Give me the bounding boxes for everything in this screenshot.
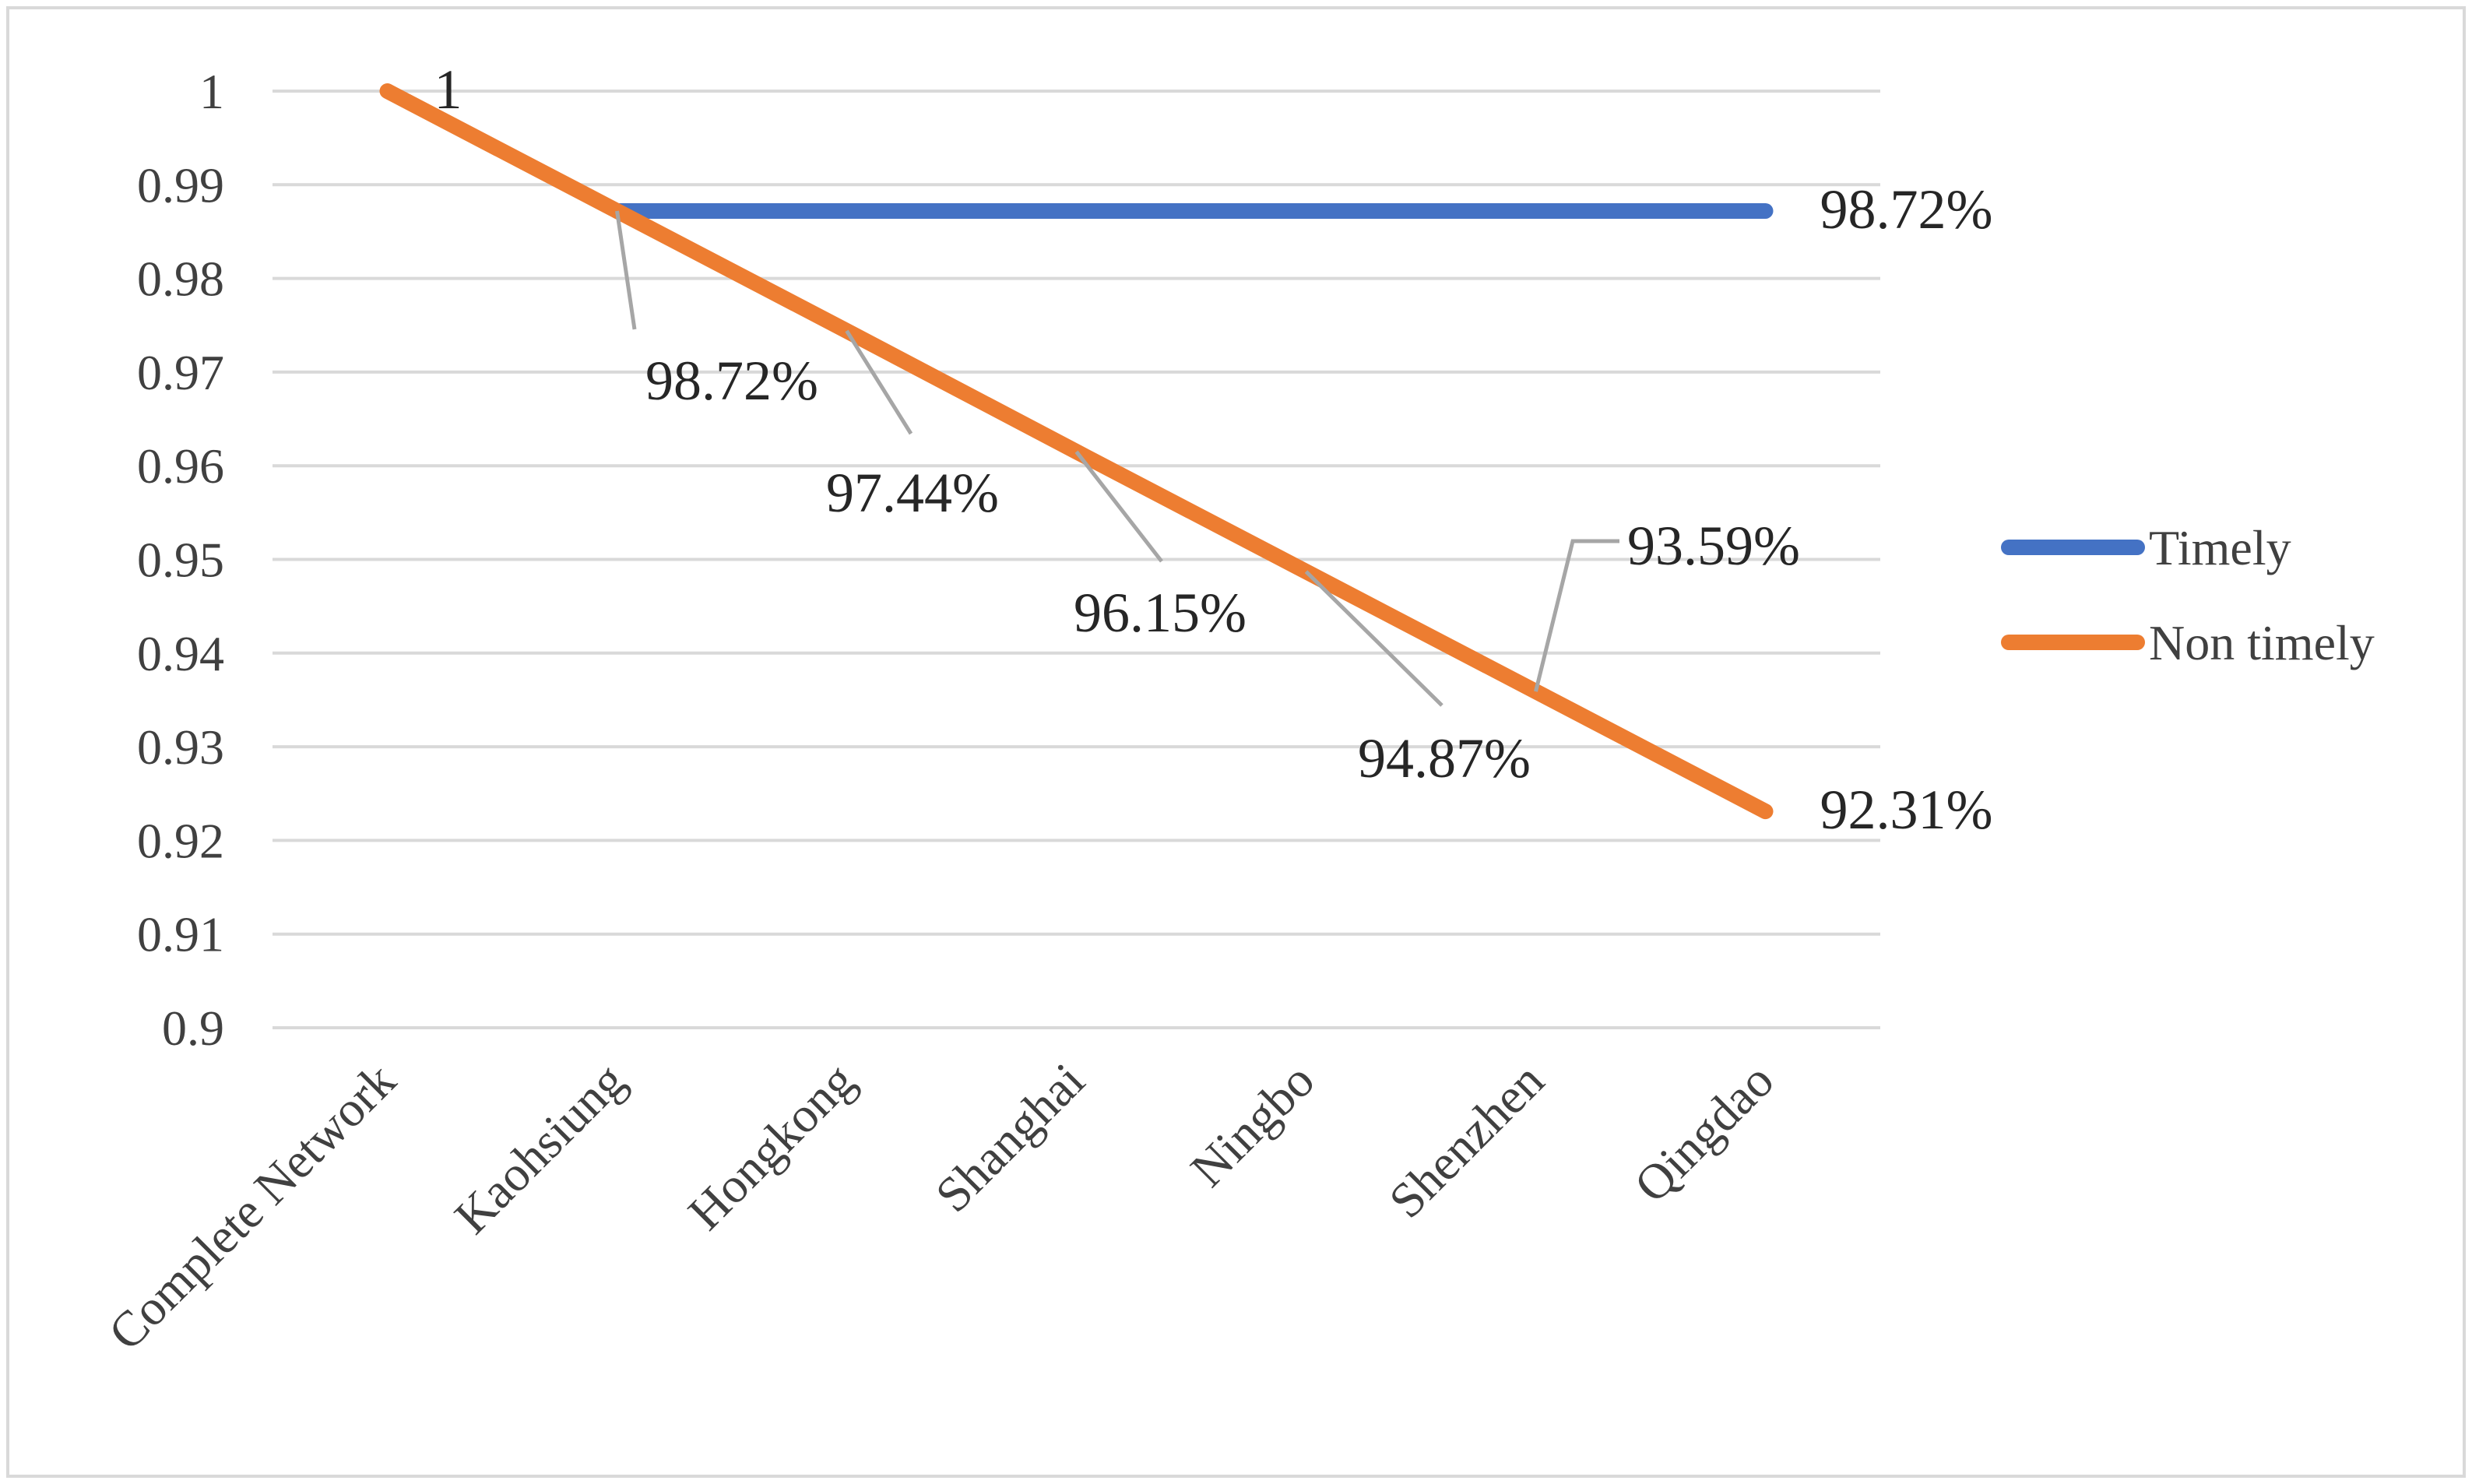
y-tick-label: 0.96 xyxy=(137,438,224,494)
y-tick-label: 0.92 xyxy=(137,813,224,868)
data-labels: 98.72%198.72%97.44%96.15%94.87%93.59%92.… xyxy=(434,58,1993,841)
data-label: 93.59% xyxy=(1627,515,1800,577)
leader-line xyxy=(1534,539,1619,692)
y-tick-label: 0.94 xyxy=(137,626,224,681)
leader-line xyxy=(1074,450,1163,563)
data-label: 94.87% xyxy=(1358,727,1531,789)
legend: Timely Non timely xyxy=(2001,520,2375,670)
y-tick-label: 0.9 xyxy=(162,1000,224,1056)
y-tick-label: 0.91 xyxy=(137,907,224,962)
leader-line xyxy=(1304,570,1443,707)
data-label: 97.44% xyxy=(826,462,999,524)
chart-frame xyxy=(6,6,2466,1478)
data-label: 92.31% xyxy=(1820,779,1993,841)
data-label: 98.72% xyxy=(1820,178,1993,241)
data-label: 1 xyxy=(434,58,462,121)
y-tick-label: 1 xyxy=(199,64,224,119)
y-axis-ticks: 1 0.99 0.98 0.97 0.96 0.95 0.94 0.93 0.92 0.91 0.9 xyxy=(137,64,224,1056)
data-label: 98.72% xyxy=(645,350,818,412)
legend-label: Non timely xyxy=(2149,615,2375,670)
y-tick-label: 0.95 xyxy=(137,533,224,588)
leader-line xyxy=(845,329,913,435)
legend-label: Timely xyxy=(2149,520,2291,575)
gridlines xyxy=(273,90,1880,1029)
y-tick-label: 0.99 xyxy=(137,157,224,213)
y-tick-label: 0.97 xyxy=(137,345,224,400)
y-tick-label: 0.98 xyxy=(137,251,224,307)
label-leader-lines xyxy=(615,210,1619,707)
y-tick-label: 0.93 xyxy=(137,719,224,775)
leader-line xyxy=(615,210,637,330)
data-label: 96.15% xyxy=(1074,582,1247,644)
